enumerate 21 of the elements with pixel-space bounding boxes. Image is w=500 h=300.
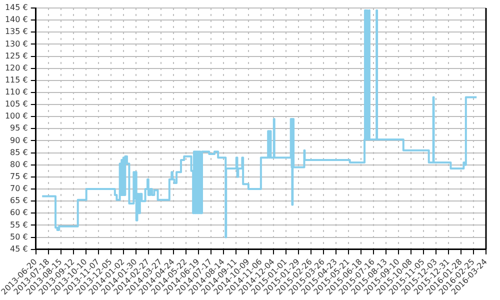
y-tick-label: 95 € [10, 124, 28, 133]
y-tick-label: 105 € [4, 100, 28, 109]
y-tick-label: 140 € [4, 15, 28, 24]
y-tick-label: 130 € [4, 39, 28, 48]
y-tick-label: 65 € [10, 196, 28, 206]
y-tick-label: 110 € [4, 88, 28, 97]
y-tick-label: 80 € [10, 160, 28, 169]
y-tick-label: 50 € [10, 232, 28, 242]
y-tick-label: 60 € [10, 208, 28, 218]
y-tick-label: 125 € [4, 51, 28, 60]
y-tick-label: 85 € [10, 148, 28, 157]
y-tick-label: 135 € [4, 27, 28, 36]
y-tick-label: 75 € [10, 172, 28, 182]
y-tick-label: 115 € [4, 75, 28, 84]
y-tick-label: 45 € [10, 244, 28, 254]
y-tick-label: 100 € [4, 112, 28, 121]
y-tick-label: 70 € [10, 184, 28, 194]
y-tick-label: 120 € [4, 63, 28, 72]
y-tick-label: 145 € [4, 3, 28, 12]
y-tick-label: 90 € [10, 136, 28, 145]
y-tick-label: 55 € [10, 220, 28, 230]
